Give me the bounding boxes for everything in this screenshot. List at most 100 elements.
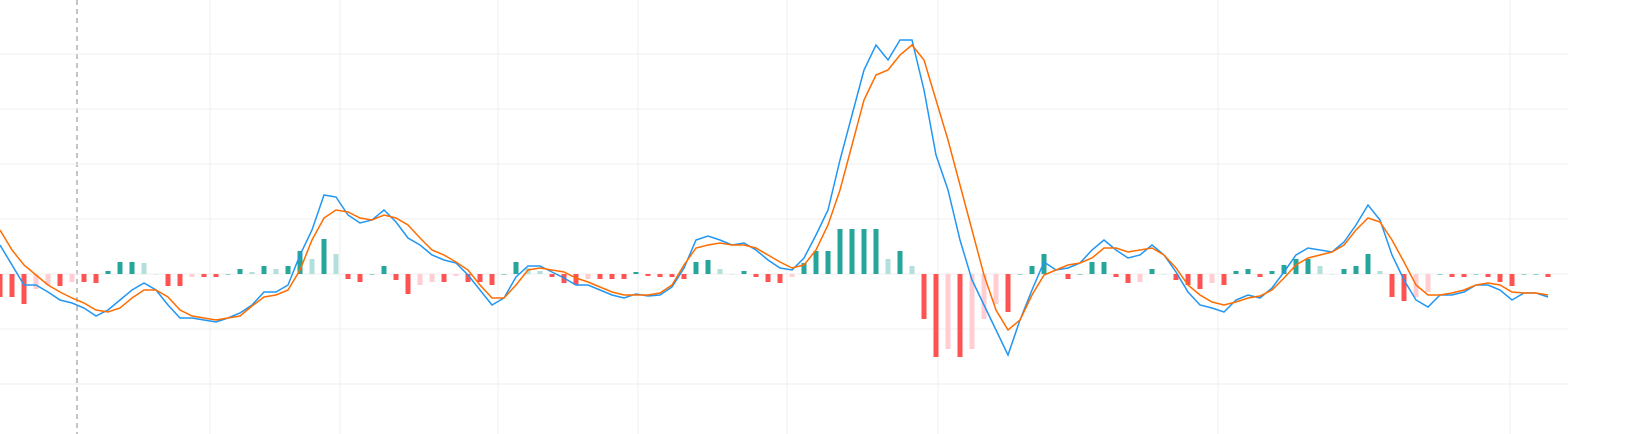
histogram-bar [825,251,831,274]
histogram-bar [921,274,927,319]
histogram-bar [297,251,303,274]
histogram-bar [957,274,963,357]
histogram-bar [369,274,375,275]
histogram-bar [1041,254,1047,274]
histogram-bar [621,274,627,279]
histogram-bar [285,266,291,274]
histogram-bar [933,274,939,357]
histogram-bar [405,274,411,294]
histogram-bar [1089,262,1095,274]
histogram-bar [513,262,519,274]
histogram-bar [1485,274,1491,277]
histogram-bar [201,274,207,277]
histogram-bar [225,274,231,275]
histogram-bar [237,269,243,274]
histogram-bar [93,274,99,283]
histogram-bar [69,274,75,282]
histogram-bar [1329,274,1335,275]
histogram-bar [1161,274,1167,275]
histogram-bar [105,271,111,274]
histogram-bar [789,274,795,277]
histogram-bar [57,274,63,286]
histogram-bar [1533,274,1539,275]
histogram-bar [1449,274,1455,277]
histogram-bar [969,274,975,349]
histogram-bar [213,274,219,277]
histogram-bar [1509,274,1515,286]
histogram-bar [981,274,987,319]
histogram-bar [501,274,507,275]
histogram-bar [1173,274,1179,280]
histogram-bar [1209,274,1215,283]
histogram-bar [1425,274,1431,292]
series-line [0,39,1549,357]
histogram-bar [885,259,891,274]
histogram-bar [1137,274,1143,282]
histogram-bar [645,274,651,276]
histogram-bar [873,229,879,274]
histogram-bar [993,274,999,304]
histogram-bar [309,259,315,274]
histogram-bar [597,274,603,279]
histogram-bar [1197,274,1203,289]
histogram-bar [1029,266,1035,274]
histogram-bar [129,262,135,274]
histogram-bar [1125,274,1131,283]
histogram-bar [1245,269,1251,274]
histogram-bar [729,274,735,275]
histogram-bar [1053,274,1059,275]
histogram-bar [1353,266,1359,274]
histogram-bar [357,274,363,282]
histogram-bar [1341,269,1347,274]
histogram-bar [117,262,123,274]
histogram-bar [1317,266,1323,274]
histogram-bar [1437,274,1443,275]
histogram-bar [717,269,723,274]
histogram-bar [849,229,855,274]
histogram-bar [945,274,951,349]
histogram-bar [153,274,159,275]
histogram-bar [273,269,279,274]
histogram-bar [345,274,351,279]
histogram-bar [1521,274,1527,275]
histogram-bar [333,254,339,274]
histogram-bar [777,274,783,283]
histogram-bar [1305,259,1311,274]
histogram-bar [0,274,3,297]
histogram-bar [33,274,39,289]
histogram-bar [1113,274,1119,277]
histogram-bar [1365,254,1371,274]
histogram-bar [1389,274,1395,297]
histogram-bar [801,263,807,274]
histogram-bar [1461,274,1467,277]
histogram-bar [705,260,711,274]
histogram-bar [1185,274,1191,285]
histogram-bar [1269,271,1275,274]
histogram-bar [1473,274,1479,275]
histogram-bar [813,251,819,274]
histogram-bar [465,274,471,282]
histogram-bar [861,229,867,274]
histogram-bar [609,274,615,279]
histogram-bar [537,271,543,274]
histogram-bar [585,274,591,279]
histogram-bar [21,274,27,304]
histogram-bar [249,272,255,274]
histogram-bar [141,263,147,274]
histogram-bar [1065,274,1071,279]
histogram-bar [453,274,459,276]
histogram-bar [1377,271,1383,274]
histogram-bar [669,274,675,277]
histogram-bar [1497,274,1503,282]
histogram-bar [417,274,423,285]
histogram-bar [549,274,555,277]
histogram-bar [441,274,447,282]
histogram-bar [81,274,87,282]
histogram-bar [765,274,771,282]
histogram-bar [9,274,15,297]
histogram-bar [1233,271,1239,274]
histogram-bar [1101,262,1107,274]
histogram-bar [393,274,399,280]
histogram-bar [1149,269,1155,274]
histogram-bar [1293,259,1299,274]
